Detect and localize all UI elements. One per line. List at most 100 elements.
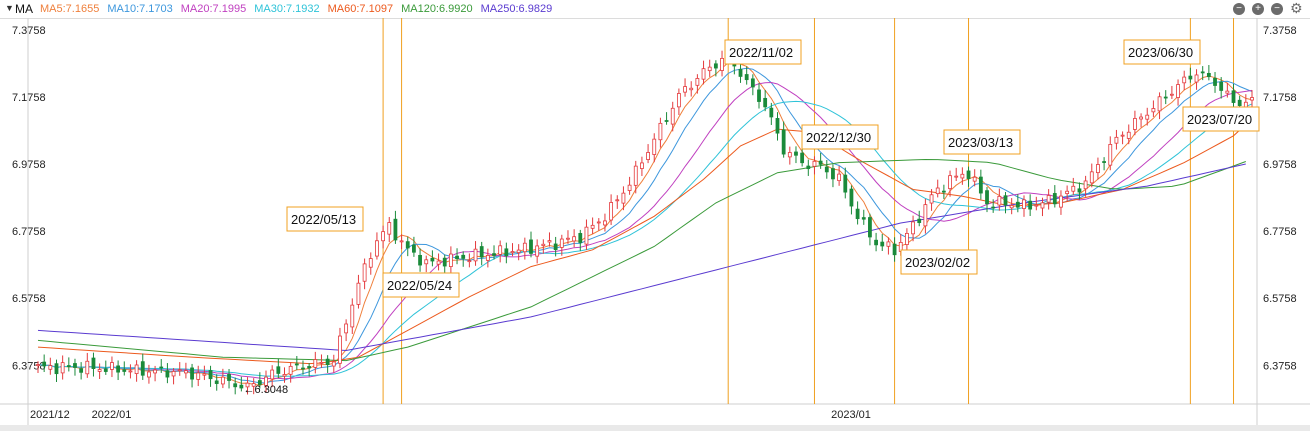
- candle-body: [806, 165, 811, 170]
- candle-body: [1176, 84, 1180, 98]
- ma-line-ma20: [37, 81, 1253, 380]
- candle-body: [1077, 188, 1082, 193]
- candle-body: [190, 367, 194, 380]
- candle-body: [1194, 74, 1199, 83]
- candle-body: [763, 97, 768, 108]
- candle-body: [264, 376, 268, 386]
- candle-body: [1102, 161, 1107, 163]
- candle-body: [720, 57, 724, 71]
- candle-body: [368, 258, 373, 268]
- candle-body: [1083, 180, 1088, 190]
- candle-body: [331, 361, 336, 367]
- candle-body: [79, 368, 84, 373]
- candle-body: [479, 246, 484, 258]
- y-tick-label-left: 7.1758: [12, 92, 46, 104]
- candle-body: [1219, 81, 1224, 91]
- ma-line-ma5: [37, 61, 1253, 386]
- candle-body: [831, 168, 835, 180]
- candle-body: [381, 231, 385, 242]
- candle-body: [270, 369, 275, 380]
- candle-body: [1108, 144, 1113, 166]
- x-tick-label: 2022/01: [92, 409, 132, 421]
- candle-body: [1225, 90, 1230, 94]
- candle-body: [855, 208, 860, 220]
- ma-line-ma120: [37, 158, 1246, 362]
- candle-body: [202, 373, 207, 376]
- candle-body: [356, 282, 361, 305]
- candle-body: [165, 370, 170, 378]
- horizontal-scrollbar[interactable]: [0, 425, 1310, 431]
- candle-body: [516, 249, 521, 253]
- candle-body: [1003, 195, 1008, 206]
- candle-body: [147, 371, 151, 378]
- gear-icon[interactable]: ⚙: [1290, 0, 1303, 16]
- candle-body: [1096, 164, 1100, 174]
- date-box-label-0: 2022/05/13: [291, 212, 356, 227]
- date-box-label-4: 2023/02/02: [905, 255, 970, 270]
- candle-body: [344, 323, 349, 334]
- candle-body: [1009, 205, 1014, 209]
- candle-body: [707, 66, 712, 72]
- close-circle-icon[interactable]: −: [1271, 3, 1283, 15]
- ma-line-ma10: [37, 67, 1253, 384]
- candle-body: [159, 366, 164, 369]
- y-tick-label-right: 6.9758: [1263, 159, 1297, 171]
- candle-body: [547, 240, 552, 243]
- date-box-label-2: 2022/11/02: [729, 45, 793, 60]
- candle-body: [1237, 99, 1242, 106]
- candle-body: [245, 382, 250, 388]
- candle-body: [1126, 131, 1131, 139]
- candle-body: [960, 173, 965, 179]
- candle-body: [153, 369, 157, 374]
- candle-body: [276, 366, 281, 374]
- candle-body: [196, 372, 201, 380]
- candle-body: [695, 78, 700, 86]
- candle-body: [418, 254, 422, 266]
- candle-body: [1139, 116, 1143, 120]
- candle-body: [615, 199, 620, 202]
- candle-body: [578, 233, 583, 243]
- candle-body: [529, 239, 533, 254]
- candle-body: [676, 93, 681, 108]
- candle-body: [892, 243, 897, 256]
- ma-legend: MA5:7.1655 MA10:7.1703 MA20:7.1995 MA30:7.1…: [40, 3, 560, 15]
- candle-body: [609, 202, 614, 221]
- candle-body: [301, 367, 305, 370]
- candle-body: [233, 383, 238, 388]
- candle-body: [412, 244, 416, 253]
- candle-body: [485, 254, 490, 261]
- candle-body: [1206, 72, 1211, 78]
- candle-body: [504, 248, 509, 257]
- date-box-label-6: 2023/06/30: [1128, 45, 1193, 60]
- candle-body: [652, 138, 657, 155]
- plus-circle-icon[interactable]: +: [1252, 3, 1264, 15]
- candle-body: [350, 304, 355, 328]
- candle-body: [812, 160, 817, 167]
- candle-body: [911, 221, 915, 235]
- collapse-triangle-icon[interactable]: ▼: [5, 3, 14, 13]
- candle-body: [60, 362, 65, 374]
- candle-body: [116, 365, 121, 373]
- candle-body: [750, 78, 755, 88]
- candle-body: [208, 370, 213, 380]
- candle-body: [257, 380, 262, 385]
- indicator-name[interactable]: MA: [15, 2, 33, 16]
- legend-item-ma30: MA30:7.1932: [254, 3, 320, 15]
- candle-body: [498, 245, 503, 255]
- date-box-0: [286, 206, 364, 232]
- candle-body: [227, 373, 231, 381]
- candle-body: [1157, 96, 1162, 112]
- candle-body: [535, 245, 540, 257]
- minus-circle-icon[interactable]: −: [1233, 3, 1245, 15]
- candle-body: [319, 361, 324, 364]
- candlestick-chart[interactable]: 7.3758 7.3758 7.1758 7.1758 6.9758 6.9758 6.77…: [0, 18, 1310, 425]
- candle-body: [492, 253, 496, 256]
- candle-body: [905, 232, 909, 245]
- candle-body: [713, 63, 718, 69]
- date-box-5: [943, 129, 1021, 155]
- candle-body: [313, 359, 318, 368]
- candle-body: [134, 364, 139, 374]
- candle-body: [849, 188, 854, 207]
- candle-body: [640, 162, 644, 169]
- candle-body: [948, 175, 952, 190]
